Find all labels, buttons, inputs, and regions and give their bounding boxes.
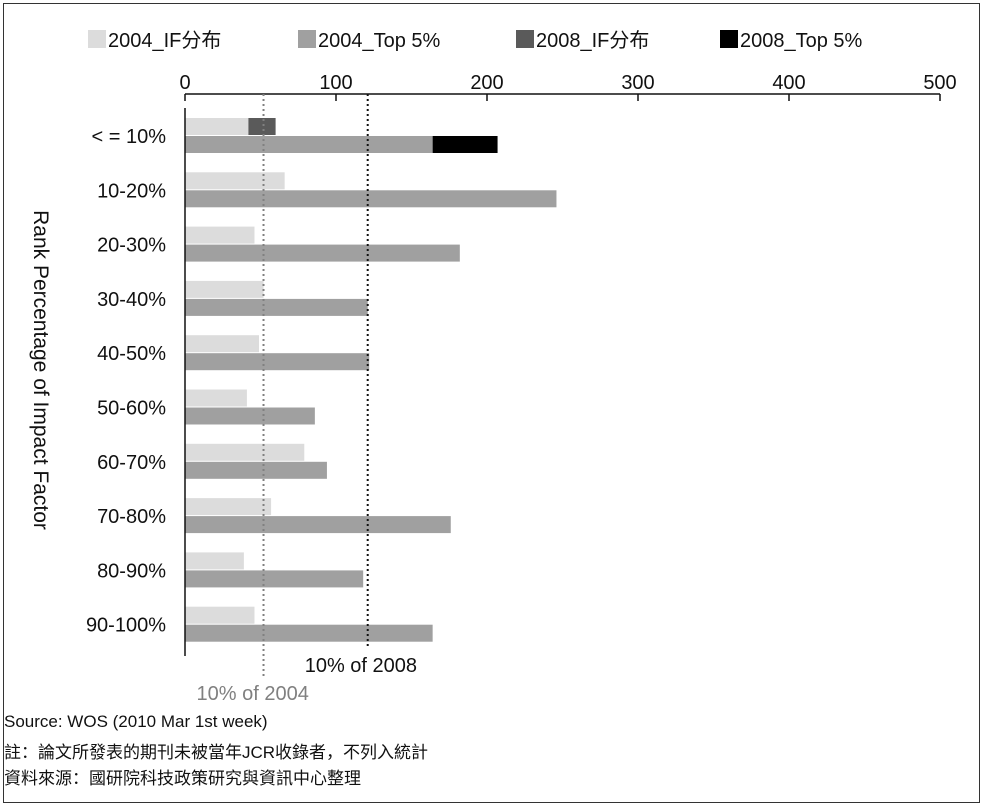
bar-2004-if — [185, 226, 255, 244]
bar-2004-top5 — [185, 136, 433, 153]
category-label: 20-30% — [97, 235, 166, 257]
legend-label: 2004_Top 5% — [318, 30, 441, 52]
category-label: 40-50% — [97, 343, 166, 365]
category-label: 70-80% — [97, 506, 166, 528]
bar-2008-if — [248, 118, 276, 135]
bar-2004-if — [185, 335, 259, 353]
category-labels: < = 10% 10-20% 20-30% 30-40% 40-50% 50-60% 60-… — [86, 126, 166, 637]
bar-2004-top5 — [185, 353, 370, 371]
x-tick-label: 300 — [621, 72, 654, 94]
legend-label: 2008_IF分布 — [536, 29, 649, 52]
bar-2004-top5 — [185, 298, 368, 316]
bar-2008-top5 — [432, 136, 498, 153]
category-label: 10-20% — [97, 180, 166, 202]
x-tick-label: 500 — [923, 72, 956, 94]
category-label: 80-90% — [97, 560, 166, 582]
bar-2004-if — [185, 498, 272, 516]
bar-2004-top5 — [185, 570, 364, 588]
bars — [185, 118, 557, 642]
bar-2004-if — [185, 118, 249, 135]
legend-label: 2004_IF分布 — [108, 29, 221, 52]
source-note: Source: WOS (2010 Mar 1st week) — [4, 712, 268, 731]
bar-2004-top5 — [185, 461, 327, 479]
bar-2004-if — [185, 552, 244, 570]
legend-swatch — [516, 30, 534, 48]
category-label: 90-100% — [86, 615, 166, 637]
bar-2004-if — [185, 606, 255, 624]
exclusion-note: 註：論文所發表的期刊未被當年JCR收錄者，不列入統計 — [4, 743, 429, 762]
legend-swatch — [298, 30, 316, 48]
legend-label: 2008_Top 5% — [740, 30, 863, 52]
x-tick-label: 0 — [179, 72, 190, 94]
x-tick-label: 400 — [772, 72, 805, 94]
x-axis: 0 100 200 300 400 500 — [179, 72, 957, 101]
legend-swatch — [88, 30, 106, 48]
data-source-note: 資料來源：國研院科技政策研究與資訊中心整理 — [4, 769, 361, 788]
bar-2004-if — [185, 280, 264, 298]
bar-2004-top5 — [185, 190, 557, 208]
category-label: 50-60% — [97, 398, 166, 420]
bar-2004-if — [185, 443, 305, 461]
reference-lines: 10% of 2008 10% of 2004 — [197, 94, 417, 705]
reference-label-2008: 10% of 2008 — [305, 655, 417, 677]
bar-2004-if — [185, 389, 247, 407]
bar-2004-top5 — [185, 516, 451, 534]
x-tick-label: 200 — [470, 72, 503, 94]
bar-2004-top5 — [185, 244, 460, 262]
legend-swatch — [720, 30, 738, 48]
bar-2004-if — [185, 172, 285, 190]
y-axis-label: Rank Percentage of Impact Factor — [29, 210, 52, 530]
category-label: 30-40% — [97, 289, 166, 311]
bar-2004-top5 — [185, 624, 433, 642]
reference-label-2004: 10% of 2004 — [197, 683, 309, 705]
x-tick-label: 100 — [319, 72, 352, 94]
legend: 2004_IF分布 2004_Top 5% 2008_IF分布 2008_Top 5% — [88, 29, 863, 52]
category-label: 60-70% — [97, 452, 166, 474]
category-label: < = 10% — [91, 126, 166, 148]
bar-2004-top5 — [185, 407, 315, 425]
